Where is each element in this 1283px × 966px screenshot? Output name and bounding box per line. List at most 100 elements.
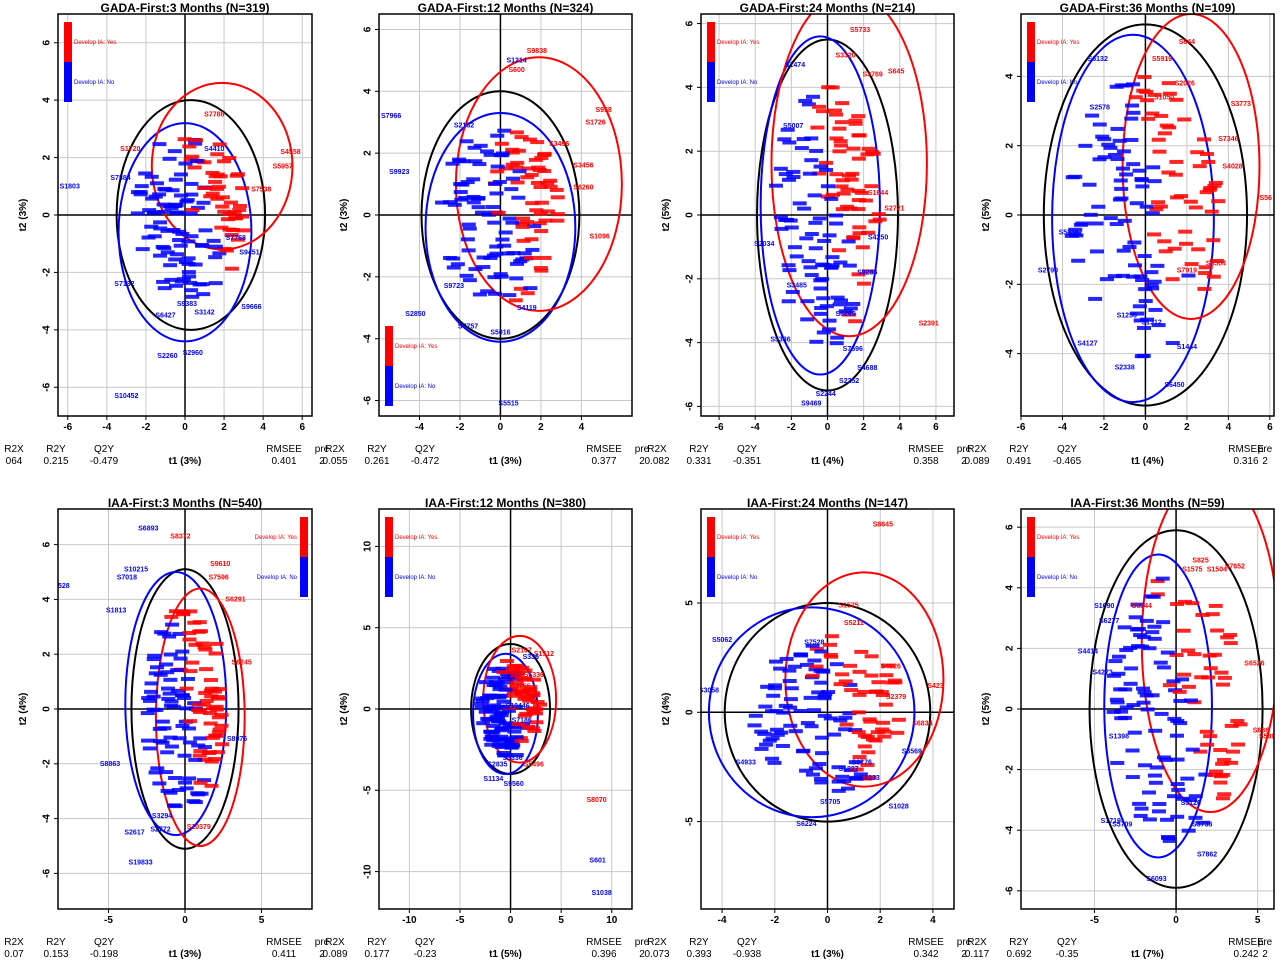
cluster-point-mark: [834, 184, 849, 189]
cluster-point-mark: [1169, 159, 1184, 164]
legend-swatch-no: [707, 62, 715, 102]
cluster-point-mark: [489, 191, 504, 196]
cluster-point-mark: [1154, 711, 1169, 716]
cluster-point-mark: [1168, 172, 1183, 177]
point-label: S5062: [712, 637, 732, 644]
cluster-point-mark: [1140, 707, 1155, 712]
cluster-point-mark: [516, 216, 531, 221]
cluster-point-mark: [193, 710, 208, 715]
legend-swatch-yes: [300, 517, 308, 557]
plot-frame: [1020, 508, 1275, 910]
point-label: S1512: [534, 651, 554, 658]
cluster-point-mark: [474, 705, 489, 710]
cluster-point-mark: [183, 669, 198, 674]
cluster-point-mark: [782, 678, 797, 683]
cluster-point-mark: [215, 742, 230, 747]
cluster-point-mark: [1210, 628, 1225, 633]
cluster-point-mark: [142, 698, 157, 703]
cluster-point-mark: [1188, 815, 1203, 820]
cluster-point-mark: [851, 198, 866, 203]
cluster-point-mark: [487, 275, 502, 280]
cluster-point-mark: [216, 159, 231, 164]
cluster-point-mark: [1132, 304, 1147, 309]
cluster-point-mark: [496, 699, 511, 704]
y-tick-label: -6: [42, 869, 53, 878]
cluster-point-mark: [532, 221, 547, 226]
cluster-point-mark: [1113, 178, 1128, 183]
point-label: S6291: [225, 597, 245, 604]
x-tick-label: 0: [498, 422, 504, 433]
cluster-point-mark: [480, 149, 495, 154]
cluster-point-mark: [802, 171, 817, 176]
cluster-point-mark: [834, 143, 849, 148]
cluster-point-mark: [1134, 806, 1149, 811]
cluster-point-mark: [205, 191, 220, 196]
legend-swatch-no: [385, 366, 393, 406]
cluster-point-mark: [212, 251, 227, 256]
cluster-point-mark: [784, 686, 799, 691]
cluster-point-mark: [522, 137, 537, 142]
cluster-point-mark: [1137, 254, 1152, 259]
cluster-point-mark: [1180, 776, 1195, 781]
cluster-point-mark: [846, 235, 861, 240]
ellipse-all: [115, 99, 267, 331]
x-tick-label: 6: [1267, 422, 1273, 433]
cluster-point-mark: [821, 327, 836, 332]
cluster-point-mark: [780, 127, 795, 132]
cluster-point-mark: [1147, 636, 1162, 641]
cluster-point-mark: [833, 682, 848, 687]
cluster-point-mark: [148, 194, 163, 199]
point-label: S5894: [1259, 733, 1279, 740]
cluster-point-mark: [230, 172, 245, 177]
cluster-point-mark: [829, 221, 844, 226]
cluster-point-mark: [204, 759, 219, 764]
point-label: S686: [1253, 727, 1269, 734]
point-label: S9723: [444, 283, 464, 290]
ellipse-yes: [770, 14, 928, 338]
point-label: S2617: [124, 829, 144, 836]
point-label: S3496: [549, 141, 569, 148]
cluster-point-mark: [188, 757, 203, 762]
cluster-point-mark: [812, 171, 827, 176]
point-label: S6260: [573, 184, 593, 191]
stats-value-1: 0.261: [364, 456, 389, 467]
stats-value-2: -0.938: [733, 949, 762, 960]
cluster-point-mark: [1161, 170, 1176, 175]
cluster-point-mark: [1216, 682, 1231, 687]
cluster-point-mark: [830, 295, 845, 300]
x-axis-label: t1 (7%): [1131, 949, 1164, 960]
cluster-point-mark: [147, 653, 162, 658]
cluster-point-mark: [210, 152, 225, 157]
cluster-point-mark: [833, 139, 848, 144]
ellipse-all: [420, 90, 581, 340]
cluster-point-mark: [1183, 698, 1198, 703]
legend-swatch-no: [300, 557, 308, 597]
cluster-point-mark: [550, 218, 565, 223]
cluster-point-mark: [820, 184, 835, 189]
cluster-point-mark: [447, 202, 462, 207]
cluster-point-mark: [146, 210, 161, 215]
cluster-point-mark: [1107, 673, 1122, 678]
cluster-point-mark: [1142, 646, 1157, 651]
cluster-point-mark: [496, 704, 511, 709]
cluster-point-mark: [235, 186, 250, 191]
stats-header-1: R2Y: [46, 937, 66, 948]
cluster-point-mark: [506, 693, 521, 698]
cluster-point-mark: [1130, 311, 1145, 316]
cluster-point-mark: [193, 780, 208, 785]
cluster-point-mark: [1138, 287, 1153, 292]
point-cluster: [474, 659, 548, 758]
cluster-point-mark: [168, 609, 183, 614]
cluster-point-mark: [842, 711, 857, 716]
cluster-point-mark: [134, 184, 149, 189]
point-label: S1827: [838, 766, 858, 773]
cluster-point-mark: [488, 291, 503, 296]
cluster-point-mark: [452, 158, 467, 163]
cluster-point-mark: [1185, 601, 1200, 606]
cluster-point-mark: [786, 169, 801, 174]
ellipse-yes: [150, 81, 294, 251]
cluster-point-mark: [150, 665, 165, 670]
y-tick-label: -4: [363, 334, 374, 343]
cluster-point-mark: [509, 663, 524, 668]
cluster-point-mark: [833, 718, 848, 723]
